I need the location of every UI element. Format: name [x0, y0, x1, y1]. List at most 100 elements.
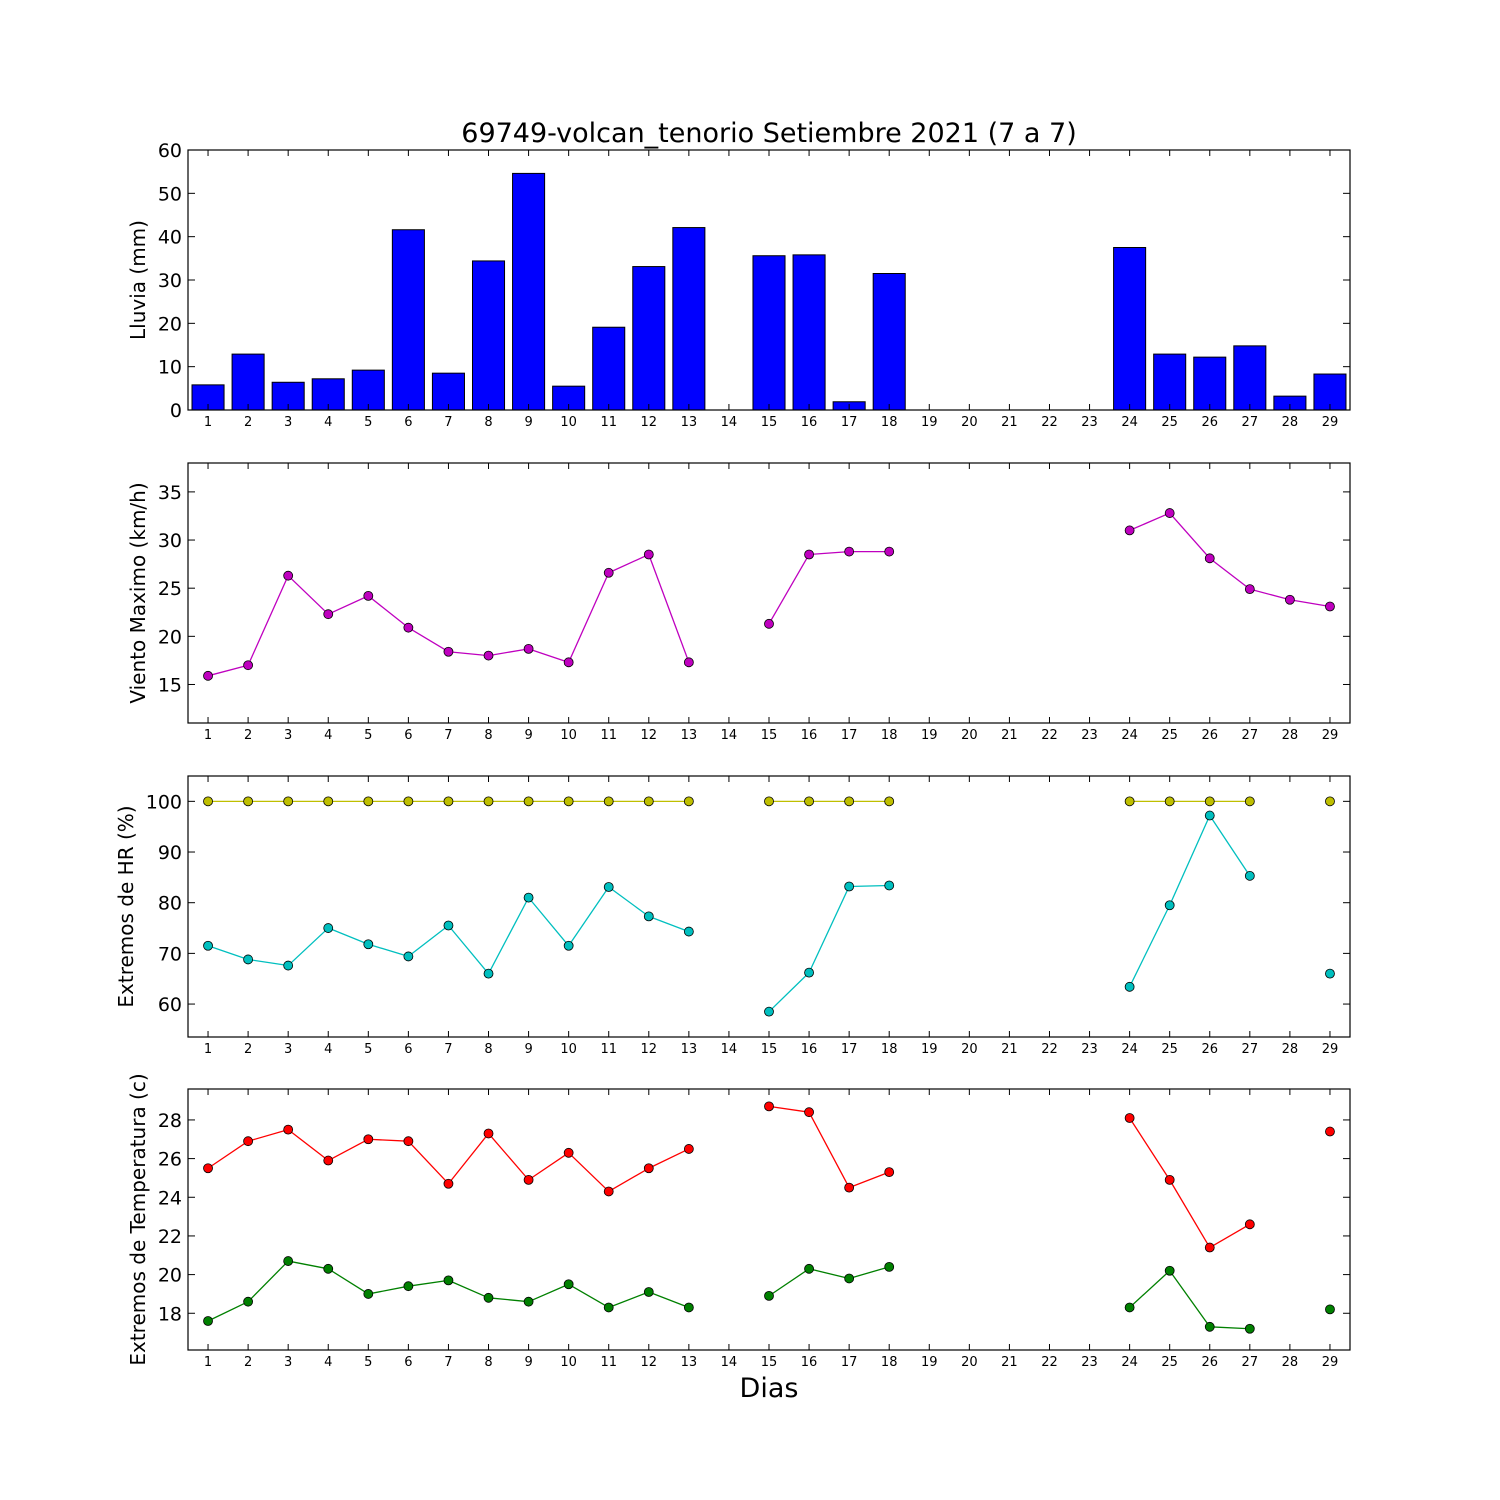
x-tick-label: 24 [1121, 1355, 1138, 1370]
x-tick-label: 29 [1322, 1042, 1339, 1057]
x-tick-label: 3 [284, 1042, 292, 1057]
x-tick-label: 4 [324, 1042, 332, 1057]
x-tick-label: 3 [284, 1355, 292, 1370]
data-point [1204, 810, 1215, 821]
series-line-segment [608, 886, 650, 917]
data-point [603, 1186, 614, 1197]
x-tick-label: 13 [681, 728, 698, 743]
x-tick-label: 20 [961, 1355, 978, 1370]
data-point [1325, 968, 1335, 979]
series-line-segment [809, 550, 850, 556]
data-point [764, 796, 774, 807]
y-tick-label: 20 [158, 313, 182, 335]
data-point [884, 546, 895, 557]
series-line-segment [327, 1268, 369, 1295]
x-tick-label: 24 [1121, 415, 1138, 430]
bar [672, 227, 706, 411]
x-tick-label: 1 [204, 1355, 212, 1370]
x-tick-label: 22 [1041, 728, 1058, 743]
x-tick-label: 15 [761, 415, 778, 430]
x-tick-label: 19 [921, 1042, 938, 1057]
x-tick-label: 22 [1041, 1355, 1058, 1370]
series-line-segment [488, 648, 529, 657]
data-point [764, 1101, 774, 1112]
data-point [323, 1263, 334, 1274]
data-point [804, 1263, 814, 1274]
data-point [643, 1287, 654, 1297]
data-point [203, 796, 213, 807]
x-tick-label: 27 [1242, 1042, 1259, 1057]
bar [792, 254, 826, 411]
x-tick-label: 19 [921, 728, 938, 743]
data-point [323, 923, 334, 933]
data-point [1244, 1219, 1255, 1230]
y-tick-label: 10 [158, 357, 182, 379]
data-point [523, 892, 534, 903]
data-point [643, 549, 654, 560]
data-point [1244, 1323, 1255, 1334]
data-point [203, 940, 213, 951]
data-point [1325, 1304, 1335, 1315]
x-tick-label: 23 [1081, 1355, 1098, 1370]
data-point [683, 1302, 694, 1313]
data-point [1325, 796, 1335, 807]
data-point [323, 1155, 334, 1166]
data-point [403, 796, 414, 807]
x-tick-label: 18 [881, 1355, 898, 1370]
data-point [683, 1144, 694, 1154]
data-point [1244, 584, 1255, 595]
x-tick-label: 2 [244, 728, 252, 743]
x-tick-label: 6 [404, 1042, 412, 1057]
x-tick-label: 12 [641, 728, 658, 743]
data-point [884, 1167, 895, 1178]
series-line-segment [247, 575, 289, 666]
data-point [563, 796, 574, 807]
x-tick-label: 22 [1041, 1042, 1058, 1057]
data-point [764, 1006, 774, 1017]
bar [512, 172, 546, 411]
data-point [243, 796, 254, 807]
y-tick-label: 24 [158, 1187, 182, 1209]
panel-1: 1 2 3 4 5 6 7 8 9 10 11 12 13 14 15 16 17 18 19 20 21 22 23 24 2… [126, 140, 1351, 430]
x-tick-label: 10 [560, 1355, 577, 1370]
series-line-segment [808, 1268, 850, 1280]
x-tick-label: 26 [1201, 415, 1218, 430]
y-axis-label: Lluvia (mm) [126, 220, 150, 340]
x-tick-label: 17 [841, 728, 858, 743]
x-tick-label: 23 [1081, 415, 1098, 430]
y-axis-label: Extremos de HR (%) [114, 805, 138, 1007]
x-tick-label: 6 [404, 1355, 412, 1370]
series-line-segment [407, 924, 449, 957]
series-line-segment [327, 595, 369, 615]
series-line-segment [1209, 557, 1251, 590]
data-point [683, 657, 694, 668]
y-tick-label: 28 [158, 1110, 182, 1132]
series-line-segment [408, 627, 449, 653]
data-point [1284, 594, 1295, 605]
x-tick-label: 11 [600, 415, 617, 430]
data-point [603, 796, 614, 807]
x-tick-label: 17 [841, 415, 858, 430]
series-line-segment [528, 1152, 570, 1181]
data-point [203, 1316, 213, 1326]
data-point [483, 968, 494, 979]
series-line-segment [848, 1266, 890, 1280]
data-point [283, 570, 294, 581]
data-point [1164, 1174, 1175, 1185]
series-line-segment [1209, 1326, 1250, 1330]
data-point [243, 1136, 254, 1147]
series-line-segment [207, 945, 249, 961]
data-point [443, 1178, 454, 1189]
x-tick-label: 8 [484, 728, 492, 743]
bar [471, 260, 506, 411]
x-tick-label: 3 [284, 415, 292, 430]
data-point [764, 1290, 774, 1301]
series-line-segment [247, 1128, 289, 1142]
data-point [403, 951, 414, 962]
x-tick-label: 9 [524, 728, 532, 743]
data-point [243, 1296, 254, 1307]
series-line-segment [1169, 1270, 1211, 1328]
data-point [283, 1256, 294, 1266]
x-tick-label: 3 [284, 728, 292, 743]
